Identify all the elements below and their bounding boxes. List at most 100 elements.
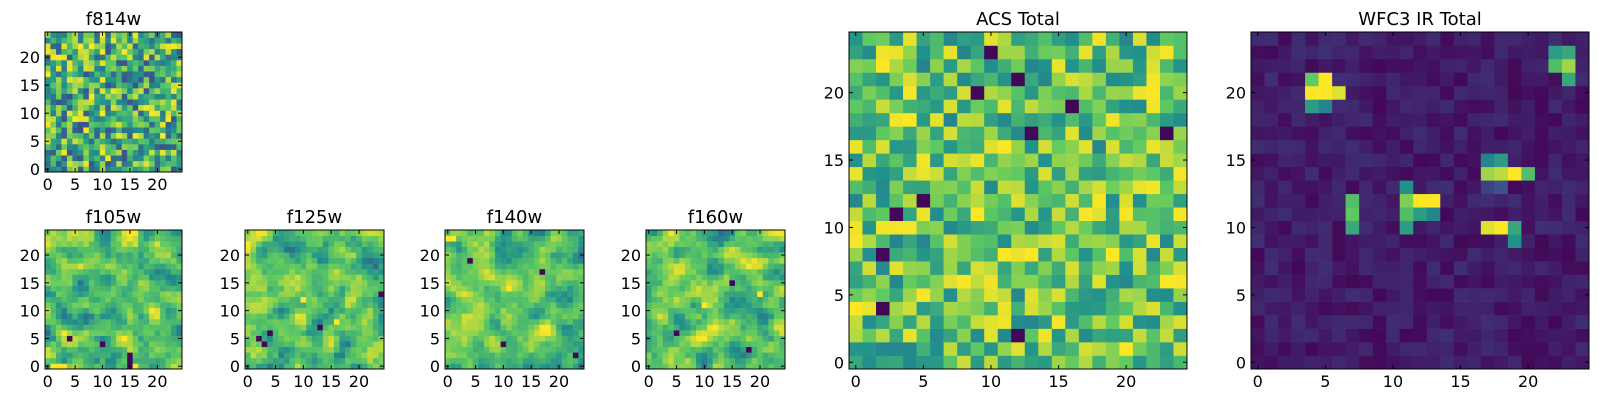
heatmap-cell [154,307,161,314]
heatmap-cell [171,110,177,117]
heatmap-cell [1318,99,1333,114]
heatmap-cell [278,291,285,298]
heatmap-cell [450,230,457,236]
heatmap-cell [176,32,183,38]
heatmap-cell [1521,99,1536,114]
heatmap-cell [55,110,62,117]
heatmap-cell [930,58,944,73]
heatmap-cell [489,280,496,286]
heatmap-cell [734,324,741,331]
heatmap-cell [1051,234,1066,248]
heatmap-cell [495,263,501,270]
heatmap-cell [762,280,769,286]
heatmap-cell [646,341,652,348]
heatmap-cell [662,307,669,314]
heatmap-cell [500,313,507,320]
heatmap-cell [528,274,535,281]
heatmap-cell [673,285,680,292]
heatmap-cell [367,296,374,303]
heatmap-cell [1159,126,1174,141]
heatmap-cell [1440,193,1455,208]
heatmap-cell [578,274,585,281]
heatmap-cell [572,346,579,353]
heatmap-cell [1372,288,1387,302]
heatmap-cell [916,207,931,222]
heatmap-cell [132,99,139,106]
y-tick-label: 5 [30,132,40,151]
heatmap-cell [572,241,579,247]
heatmap-cell [61,296,68,303]
heatmap-cell [250,274,257,281]
heatmap-cell [110,280,117,286]
heatmap-cell [55,252,62,259]
heatmap-cell [1534,126,1549,141]
heatmap-cell [572,285,579,292]
heatmap-cell [862,45,877,60]
heatmap-cell [1011,301,1026,316]
heatmap-cell [116,302,123,309]
heatmap-cell [99,330,106,336]
heatmap-cell [50,43,57,50]
heatmap-cell [903,99,917,114]
heatmap-cell [372,280,379,286]
heatmap-cell [461,252,468,259]
heatmap-cell [171,241,177,247]
heatmap-cell [533,363,540,370]
heatmap-cell [876,99,890,114]
heatmap-cell [662,268,669,275]
heatmap-cell [1575,32,1590,46]
heatmap-cell [105,357,112,364]
heatmap-cell [1399,234,1414,248]
heatmap-cell [300,241,307,247]
heatmap-cell [1494,166,1509,181]
heatmap-cell [154,127,161,134]
heatmap-cell [311,341,318,348]
heatmap-cell [1494,274,1509,289]
heatmap-cell [718,268,725,275]
heatmap-cell [143,48,150,55]
heatmap-cell [311,324,318,331]
heatmap-cell [984,301,999,316]
heatmap-cell [572,324,579,331]
heatmap-cell [970,45,985,60]
heatmap-cell [1345,301,1360,316]
heatmap-cell [556,274,563,281]
heatmap-cell [88,352,95,359]
heatmap-cell [250,296,257,303]
heatmap-cell [1024,193,1039,208]
heatmap-cell [1051,32,1066,46]
heatmap-cell [339,341,346,348]
heatmap-cell [1078,342,1093,356]
heatmap-cell [773,235,780,242]
heatmap-cell [450,341,457,348]
heatmap-cell [138,160,144,167]
heatmap-cell [143,88,150,94]
heatmap-cell [876,261,890,275]
heatmap-cell [668,330,675,336]
heatmap-cell [105,116,112,122]
heatmap-cell [345,263,351,270]
heatmap-cell [1146,72,1161,87]
heatmap-cell [143,116,150,122]
heatmap-cell [500,341,507,348]
heatmap-cell [66,280,73,286]
heatmap-cell [461,291,468,298]
heatmap-cell [345,346,351,353]
heatmap-cell [88,241,95,247]
heatmap-cell [916,126,931,141]
heatmap-cell [522,357,529,364]
heatmap-cell [105,274,112,281]
heatmap-cell [55,60,62,66]
heatmap-cell [121,346,128,353]
heatmap-cell [110,149,117,156]
heatmap-cell [768,274,775,281]
heatmap-cell [740,285,747,292]
heatmap-cell [283,241,290,247]
heatmap-cell [1426,99,1441,114]
heatmap-cell [176,291,183,298]
heatmap-cell [165,132,172,139]
heatmap-cell [1146,45,1161,60]
heatmap-cell [345,318,351,325]
heatmap-cell [256,235,262,242]
heatmap-cell [1318,85,1333,100]
